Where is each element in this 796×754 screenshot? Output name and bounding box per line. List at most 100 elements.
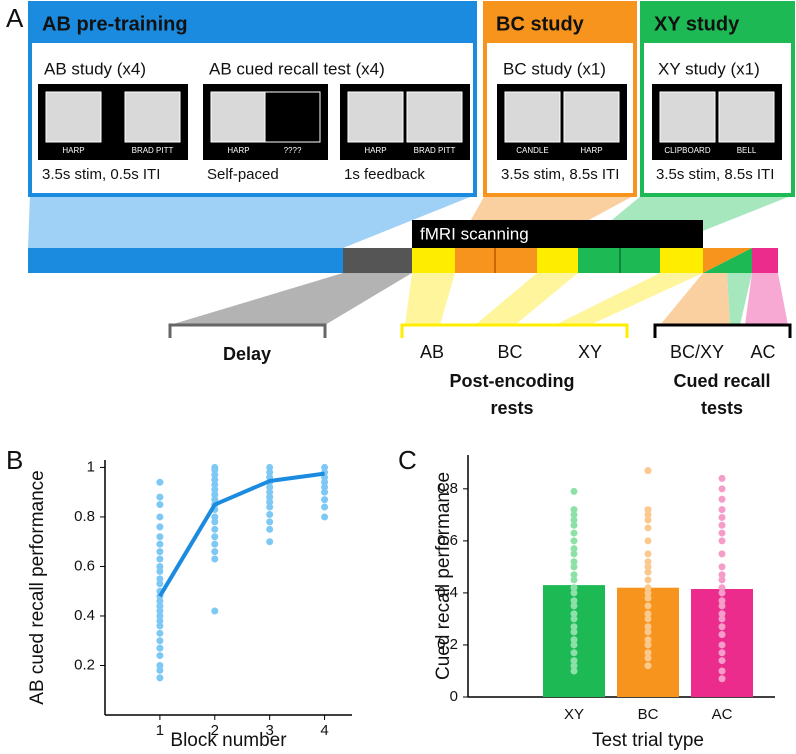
bracket-item: BC: [497, 342, 522, 362]
data-point: [644, 594, 652, 602]
data-point: [644, 563, 652, 571]
data-point: [156, 533, 164, 541]
y-tick-label: 0.6: [437, 532, 458, 549]
data-point: [156, 501, 164, 509]
data-point: [644, 615, 652, 623]
data-point: [321, 478, 329, 486]
data-point: [570, 529, 578, 537]
bracket: [168, 323, 327, 338]
data-point: [211, 496, 219, 504]
data-point: [570, 589, 578, 597]
data-point: [644, 537, 652, 545]
data-point: [644, 558, 652, 566]
stimulus-caption: HARP: [580, 146, 602, 155]
stimulus-image: [124, 91, 181, 143]
stimulus-caption: BRAD PITT: [132, 146, 174, 155]
data-point: [644, 524, 652, 532]
stimulus-caption: HARP: [227, 146, 249, 155]
data-point: [570, 576, 578, 584]
data-point: [718, 641, 726, 649]
data-point: [211, 533, 219, 541]
data-point: [211, 466, 219, 474]
stimulus-image: [406, 91, 463, 143]
data-point: [718, 571, 726, 579]
timing-label: 3.5s stim, 8.5s ITI: [501, 166, 619, 183]
y-tick-label: 0.6: [74, 557, 95, 574]
data-point: [156, 548, 164, 556]
y-tick-label: 1: [87, 458, 95, 475]
stimulus-caption: ????: [284, 146, 302, 155]
data-point: [718, 550, 726, 558]
data-point: [266, 525, 274, 533]
x-axis-label: Block number: [170, 730, 287, 751]
x-tick-label: XY: [564, 706, 584, 723]
data-point: [644, 623, 652, 631]
link-rest: [555, 273, 703, 325]
data-point: [644, 584, 652, 592]
bracket-title: Cued recall: [673, 371, 770, 391]
data-point: [211, 491, 219, 499]
stimulus-image: [659, 91, 716, 143]
stimulus-caption: CLIPBOARD: [664, 146, 710, 155]
data-point: [211, 471, 219, 479]
data-point: [644, 641, 652, 649]
data-point: [570, 511, 578, 519]
link-rest: [475, 273, 578, 325]
data-point: [211, 525, 219, 533]
data-point: [211, 486, 219, 494]
data-point: [321, 496, 329, 504]
bracket-item: AC: [750, 342, 775, 362]
data-point: [211, 548, 219, 556]
data-point: [570, 537, 578, 545]
x-tick-label: 4: [320, 722, 328, 739]
data-point: [718, 589, 726, 597]
data-point: [156, 637, 164, 645]
data-point: [570, 628, 578, 636]
data-point: [156, 493, 164, 501]
timeline-segment: [752, 248, 778, 273]
timeline-segment: [703, 248, 752, 273]
bracket-title: Delay: [223, 344, 271, 364]
timeline-segment: [28, 248, 343, 273]
data-point: [156, 617, 164, 625]
y-tick-label: 0.2: [437, 636, 458, 653]
data-point: [266, 503, 274, 511]
stimulus-image: [210, 91, 267, 143]
data-point: [211, 476, 219, 484]
data-point: [156, 607, 164, 615]
x-tick-label: 1: [156, 722, 164, 739]
data-point: [570, 641, 578, 649]
data-point: [266, 468, 274, 476]
data-point: [644, 550, 652, 558]
timeline-segment: [660, 248, 703, 273]
link-test: [745, 273, 788, 325]
data-point: [644, 654, 652, 662]
panel-label: B: [6, 445, 23, 475]
bracket-title: Post-encoding: [450, 371, 575, 391]
data-point: [156, 597, 164, 605]
data-point: [570, 521, 578, 529]
data-point: [156, 513, 164, 521]
timeline-segment: [537, 248, 578, 273]
data-point: [211, 513, 219, 521]
data-point: [644, 511, 652, 519]
data-point: [570, 597, 578, 605]
data-point: [718, 537, 726, 545]
data-point: [718, 529, 726, 537]
data-point: [718, 615, 726, 623]
timing-label: Self-paced: [207, 166, 279, 183]
stimulus-caption: BRAD PITT: [414, 146, 456, 155]
data-point: [644, 576, 652, 584]
bracket: [400, 323, 629, 338]
data-point: [570, 506, 578, 514]
data-point: [321, 513, 329, 521]
data-point: [718, 584, 726, 592]
y-tick-label: 0.8: [74, 508, 95, 525]
data-point: [266, 483, 274, 491]
data-point: [718, 631, 726, 639]
task-label: AB cued recall test (x4): [209, 59, 385, 78]
data-point: [718, 667, 726, 675]
timeline-segment: [412, 248, 455, 273]
data-point: [211, 481, 219, 489]
